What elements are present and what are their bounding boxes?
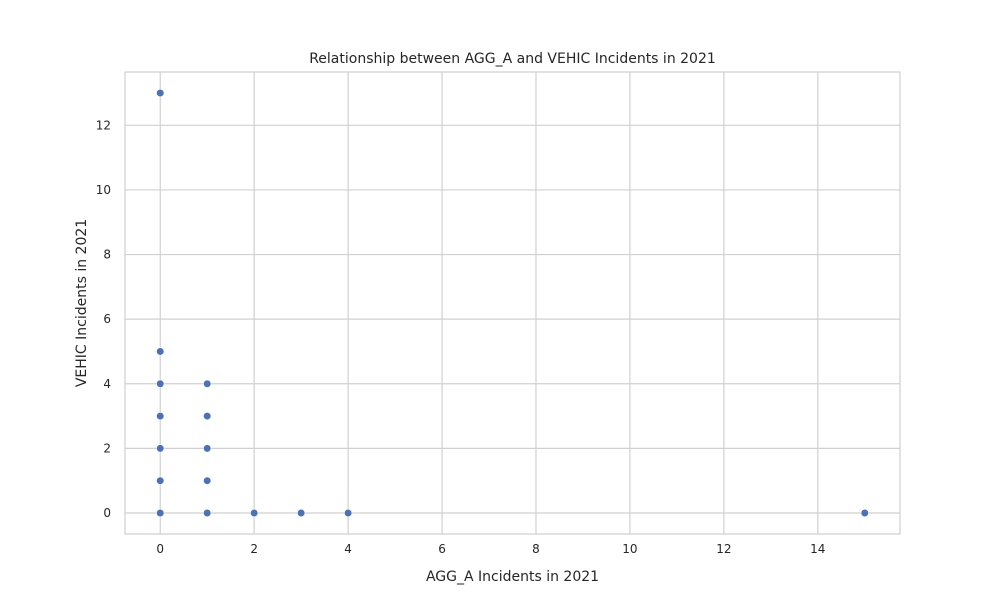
data-point xyxy=(250,508,259,518)
data-point xyxy=(156,476,165,485)
y-tick-label: 10 xyxy=(96,183,111,197)
y-tick-label: 8 xyxy=(103,248,111,262)
data-point xyxy=(156,411,165,421)
y-tick-label: 0 xyxy=(103,506,111,520)
data-point xyxy=(203,476,212,485)
data-point xyxy=(203,411,212,421)
data-point xyxy=(156,88,165,98)
x-tick-label: 4 xyxy=(344,542,352,556)
data-point xyxy=(344,508,353,518)
x-tick-label: 0 xyxy=(156,542,164,556)
y-tick-label: 2 xyxy=(103,441,111,455)
data-point xyxy=(156,444,165,453)
data-point xyxy=(156,508,165,518)
x-tick-label: 6 xyxy=(438,542,446,556)
data-point xyxy=(156,379,165,388)
data-point xyxy=(860,508,869,518)
grid-lines xyxy=(125,72,900,534)
x-tick-label: 10 xyxy=(622,542,637,556)
y-tick-label: 4 xyxy=(103,377,111,391)
chart-title: Relationship between AGG_A and VEHIC Inc… xyxy=(309,51,716,67)
data-point xyxy=(203,444,212,453)
x-tick-label: 14 xyxy=(810,542,825,556)
y-tick-label: 6 xyxy=(103,312,111,326)
x-axis-label: AGG_A Incidents in 2021 xyxy=(426,569,599,585)
data-points xyxy=(156,88,869,518)
y-tick-label: 12 xyxy=(96,118,111,132)
data-point xyxy=(297,508,306,518)
data-point xyxy=(156,347,165,356)
x-tick-label: 8 xyxy=(532,542,540,556)
tick-labels: 0 2 4 6 8 10 12 14 0 2 4 6 8 10 12 xyxy=(96,118,826,556)
data-point xyxy=(203,508,212,518)
y-axis-label: VEHIC Incidents in 2021 xyxy=(74,219,90,387)
data-point xyxy=(203,379,212,388)
x-tick-label: 2 xyxy=(250,542,258,556)
x-tick-label: 12 xyxy=(716,542,731,556)
plot-frame xyxy=(124,71,901,535)
